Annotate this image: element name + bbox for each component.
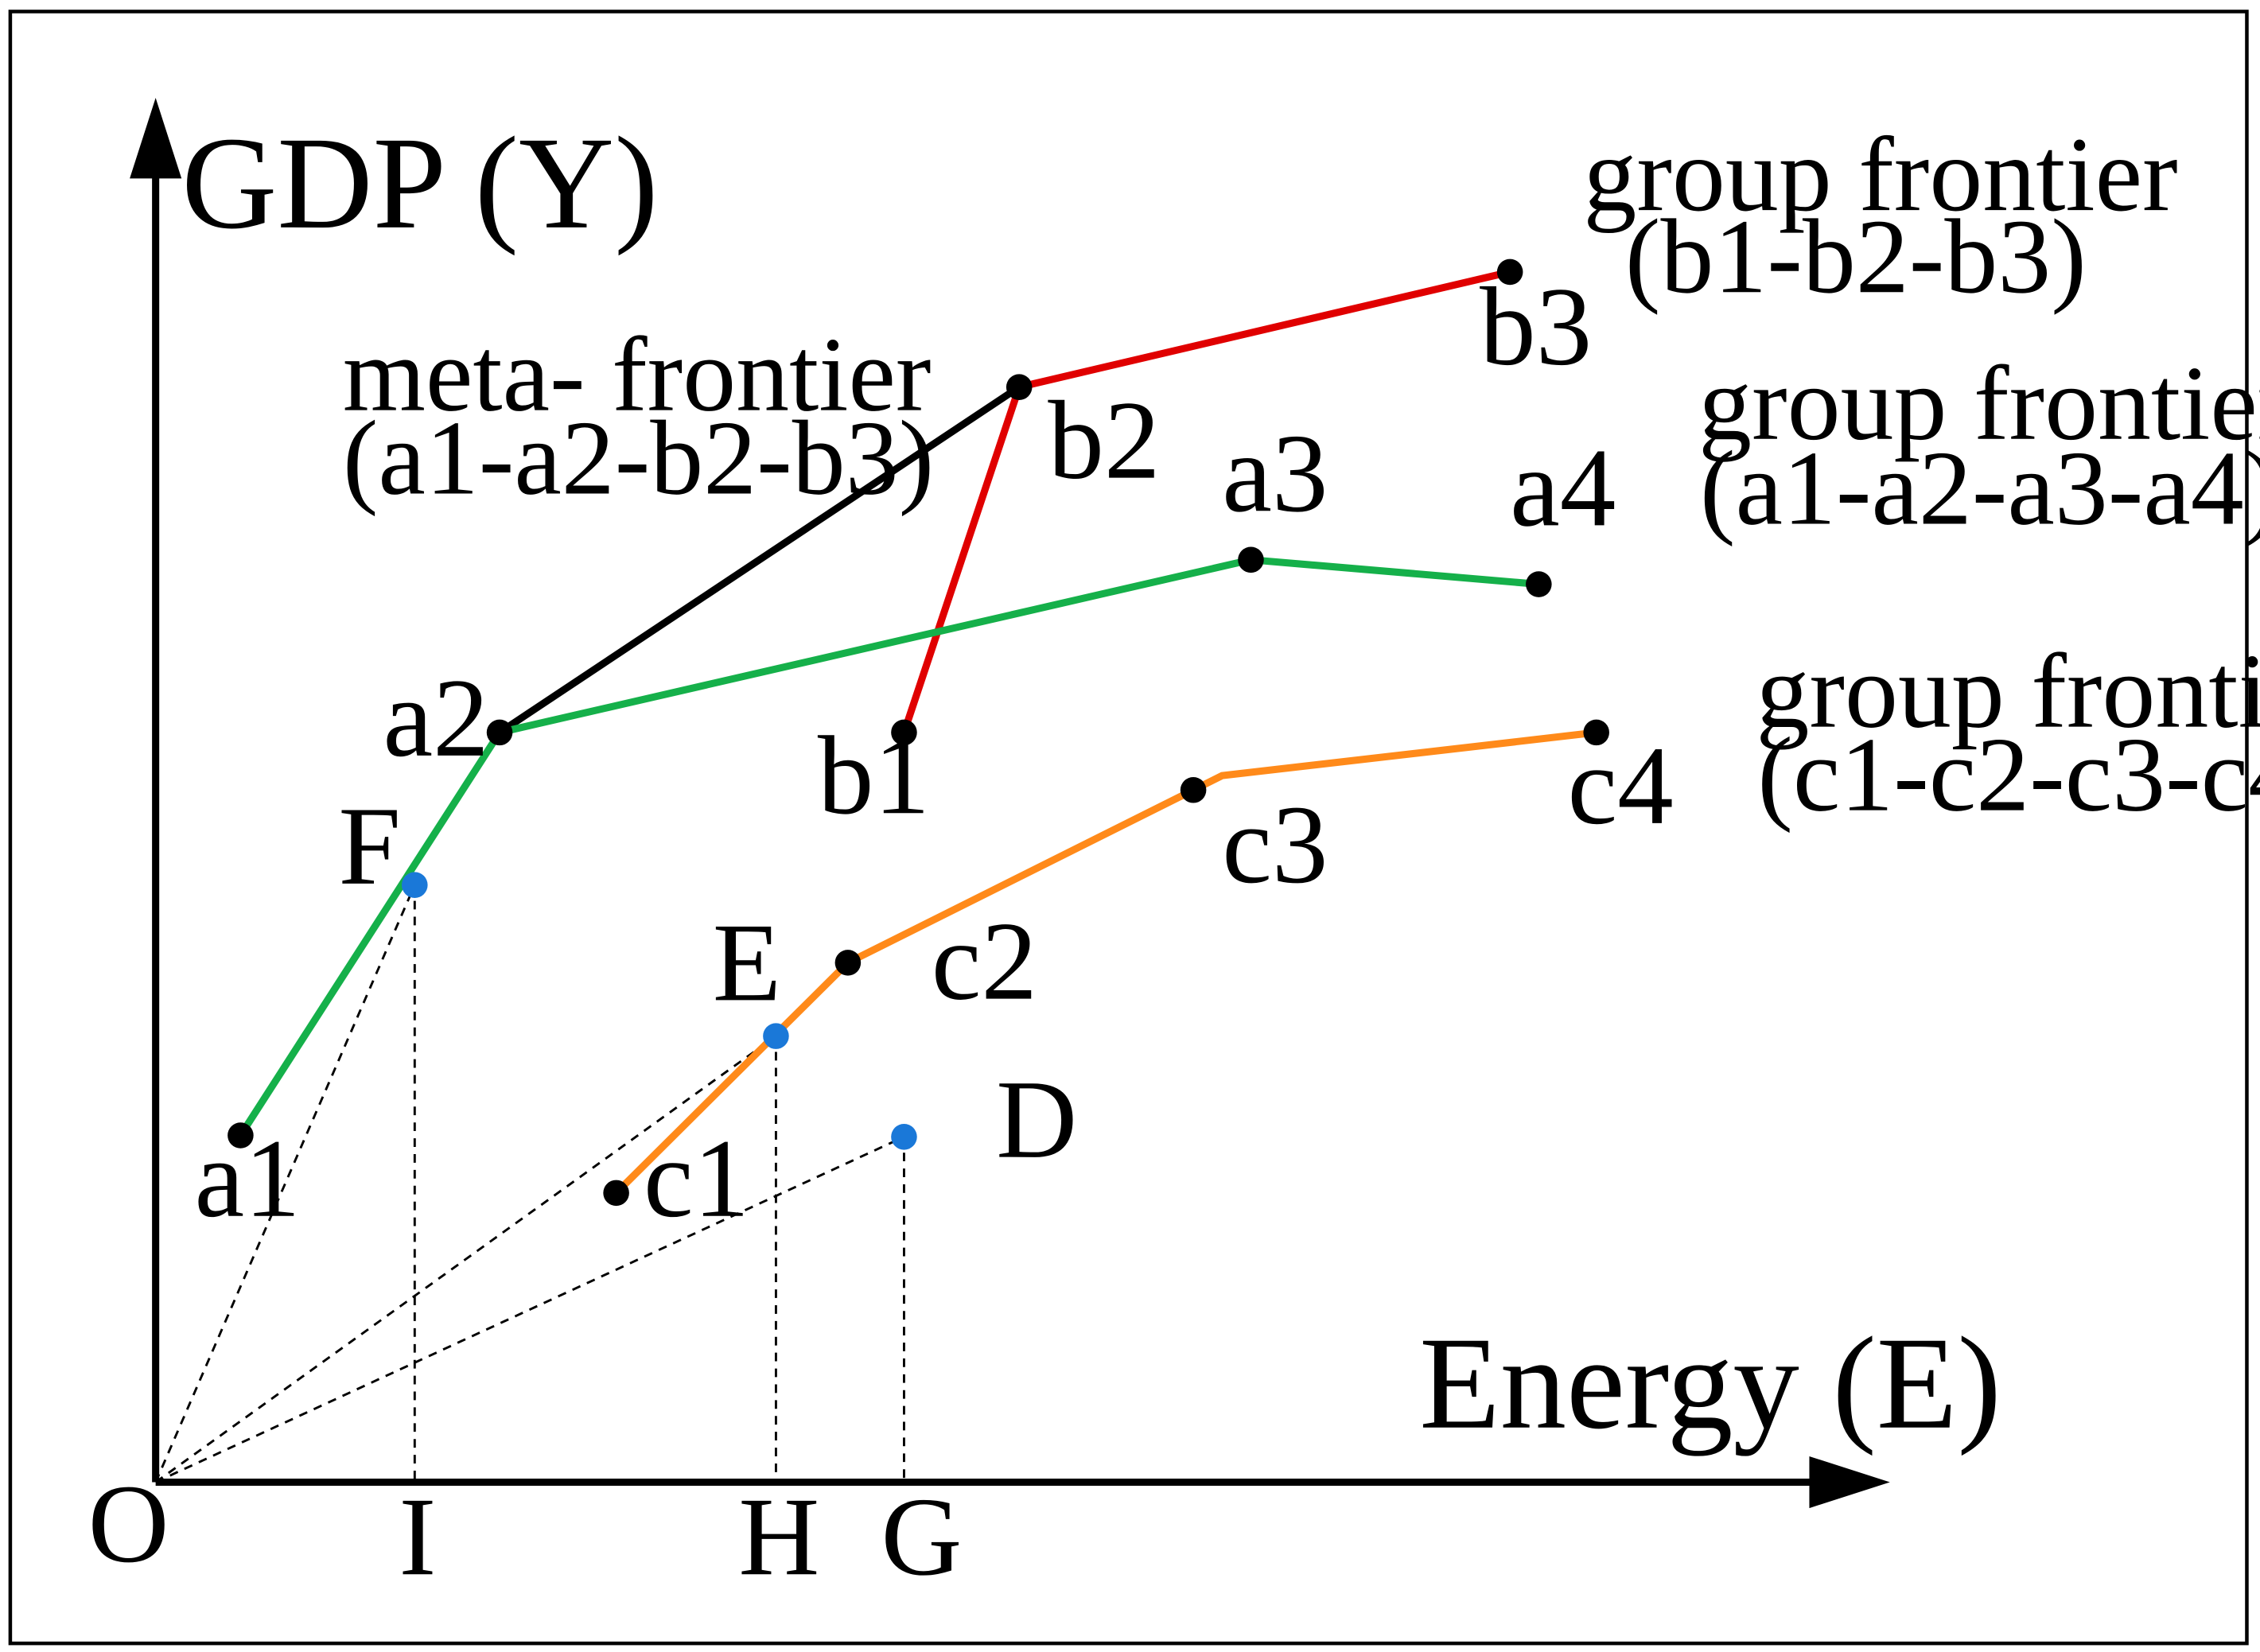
label-c2: c2 [932,899,1037,1024]
label-b3: b3 [1480,264,1592,389]
point-a2 [486,719,513,746]
caption-group-a-path: (a1-a2-a3-a4) [1700,430,2260,547]
point-F [402,872,428,898]
caption-group-c-title: group frontier [1756,632,2260,750]
label-b1: b1 [818,713,930,838]
point-c4 [1583,719,1609,746]
point-E [763,1023,789,1049]
label-c4: c4 [1568,723,1674,848]
group-frontier-a-line [237,556,1539,1137]
y-axis-label: GDP (Y) [181,111,658,257]
label-a3: a3 [1222,410,1328,535]
y-axis-arrowhead [130,98,182,179]
label-D: D [996,1057,1077,1182]
label-a1: a1 [194,1116,300,1241]
point-c2 [834,950,862,976]
label-E: E [713,900,781,1024]
point-c3 [1180,776,1207,803]
frontier-points [228,258,1609,1207]
caption-group-c-path: (c1-c2-c3-c4) [1757,716,2260,834]
label-c3: c3 [1222,782,1328,907]
point-c1 [603,1180,629,1207]
caption-group-b: group frontier (b1-b2-b3) [1583,115,2177,315]
caption-meta-frontier: meta- frontier (a1-a2-b2-b3) [343,316,934,517]
tick-label-I: I [399,1474,436,1599]
x-axis-arrowhead [1809,1456,1890,1509]
tick-label-H: H [738,1474,819,1599]
point-a3 [1238,546,1264,573]
caption-meta-path: (a1-a2-b2-b3) [343,399,934,517]
ray-O-to-D [155,1135,905,1483]
caption-group-b-path: (b1-b2-b3) [1625,197,2087,315]
point-D [891,1124,917,1150]
tick-label-G: G [881,1474,963,1599]
label-a4: a4 [1510,425,1616,550]
figure-border [8,10,2249,1646]
meta-frontier-segment-a2-b2 [497,383,1021,736]
ray-O-to-E [154,1035,777,1483]
origin-label: O [88,1461,169,1586]
axes [130,98,1890,1509]
caption-group-a: group frontier (a1-a2-a3-a4) [1698,344,2260,547]
label-b2: b2 [1048,378,1160,503]
point-b3 [1496,258,1523,286]
ray-O-to-F [154,884,416,1483]
label-F: F [338,783,400,908]
caption-group-b-title: group frontier [1583,115,2177,233]
group-frontier-b-line [900,268,1511,734]
point-a1 [228,1122,254,1149]
point-a4 [1526,571,1552,597]
x-axis-label: Energy (E) [1419,1311,2001,1457]
label-a2: a2 [383,655,489,780]
point-b1 [891,719,917,746]
point-b2 [1006,374,1033,400]
caption-group-c: group frontier (c1-c2-c3-c4) [1756,632,2260,834]
caption-group-a-title: group frontier [1698,344,2260,462]
projection-points [402,872,917,1150]
caption-meta-title: meta- frontier [343,316,932,433]
projection-lines [154,884,905,1483]
label-c1: c1 [644,1116,749,1241]
